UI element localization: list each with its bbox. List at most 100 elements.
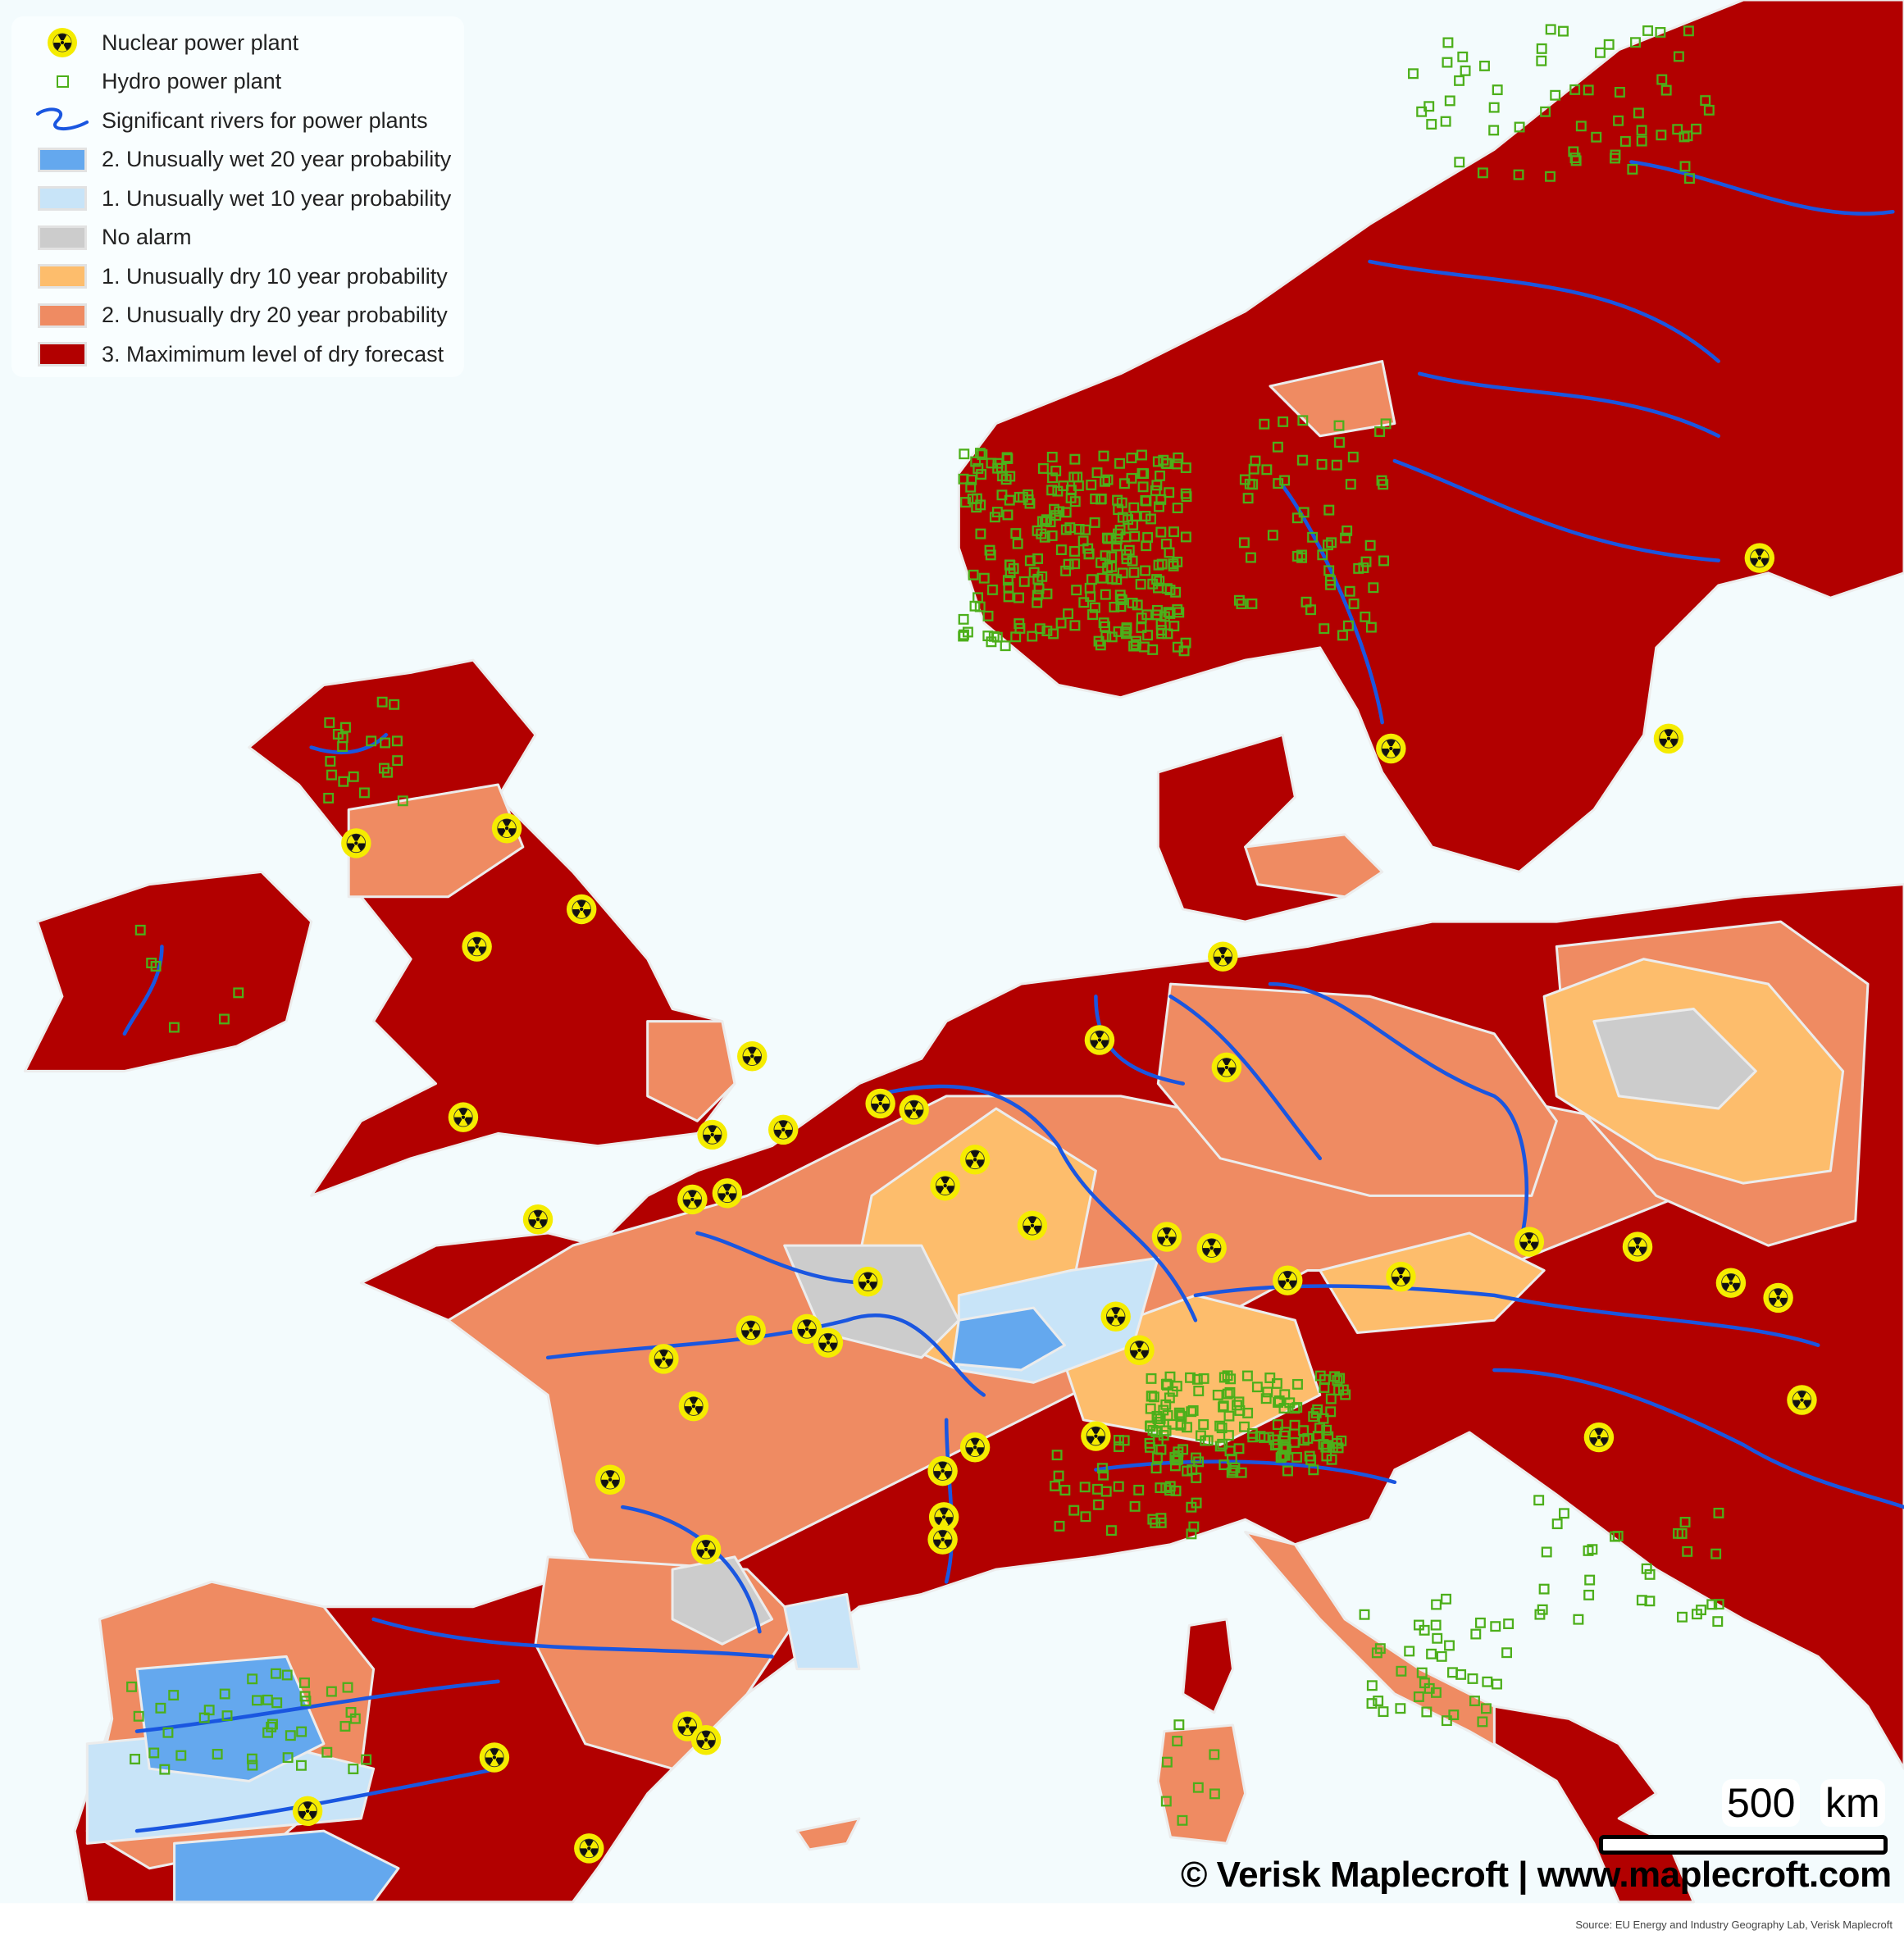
hydro-plant-icon: [1341, 525, 1353, 536]
hydro-plant-icon: [1127, 555, 1138, 567]
hydro-plant-icon: [1105, 1525, 1117, 1536]
hydro-plant-icon: [1141, 609, 1153, 621]
hydro-plant-icon: [1337, 630, 1348, 641]
hydro-plant-icon: [1583, 1589, 1595, 1600]
hydro-plant-icon: [1408, 68, 1419, 80]
hydro-plant-icon: [1584, 1574, 1596, 1586]
nuclear-plant-icon: [899, 1095, 929, 1125]
hydro-plant-icon: [1161, 1756, 1173, 1768]
hydro-plant-icon: [1147, 578, 1159, 590]
hydro-plant-icon: [1136, 612, 1147, 624]
hydro-plant-icon: [1513, 169, 1524, 180]
dry20-uk-north: [347, 783, 525, 899]
hydro-plant-icon: [198, 1712, 210, 1723]
hydro-plant-icon: [1172, 641, 1183, 653]
hydro-plant-icon: [1279, 1389, 1291, 1400]
hydro-plant-icon: [1477, 1716, 1488, 1728]
hydro-plant-icon: [1501, 1647, 1513, 1659]
hydro-plant-icon: [252, 1695, 262, 1706]
hydro-plant-icon: [1641, 1563, 1652, 1574]
hydro-plant-icon: [1003, 581, 1014, 593]
hydro-plant-icon: [1603, 39, 1615, 50]
hydro-plant-icon: [1575, 121, 1587, 132]
hydro-plant-icon: [1331, 459, 1342, 471]
hydro-plant-icon: [1591, 131, 1602, 143]
hydro-plant-icon: [1069, 620, 1081, 631]
river-icon: [28, 106, 97, 135]
hydro-plant-icon: [1013, 491, 1025, 503]
hydro-plant-icon: [1049, 503, 1060, 515]
river: [1368, 259, 1721, 363]
hydro-plant-icon: [1332, 1442, 1344, 1454]
hydro-plant-icon: [1052, 485, 1064, 497]
hydro-plant-icon: [162, 1727, 174, 1738]
hydro-plant-icon: [1677, 1611, 1688, 1623]
hydro-plant-icon: [1322, 1441, 1333, 1453]
hydro-plant-icon: [1140, 565, 1151, 576]
nuclear-plant-icon: [462, 931, 492, 962]
hydro-plant-icon: [1404, 1646, 1415, 1657]
hydro-plant-icon: [1109, 601, 1120, 612]
river: [1268, 981, 1529, 1248]
hydro-plant-icon: [1164, 585, 1176, 596]
nuclear-plant-icon: [1715, 1268, 1747, 1298]
hydro-plant-icon: [1173, 607, 1185, 618]
hydro-plant-icon: [1488, 102, 1500, 113]
hydro-plant-icon: [219, 1688, 230, 1700]
hydro-plant-icon: [1107, 573, 1118, 585]
hydro-plant-icon: [1145, 1403, 1156, 1414]
hydro-plant-icon: [997, 471, 1009, 482]
hydro-plant-icon: [321, 1746, 333, 1758]
hydro-plant-icon: [1086, 574, 1097, 585]
hydro-plant-icon: [1378, 555, 1389, 567]
hydro-plant-icon: [339, 1721, 351, 1732]
hydro-plant-icon: [1135, 579, 1146, 590]
hydro-plant-icon: [1260, 1393, 1272, 1404]
hydro-plant-icon: [1371, 1647, 1382, 1659]
hydro-plant-icon: [1046, 530, 1058, 541]
hydro-plant-icon: [975, 499, 986, 511]
nuclear-plant-icon: [1787, 1385, 1817, 1415]
hydro-plant-icon: [1545, 171, 1556, 182]
hydro-plant-icon: [1278, 1450, 1290, 1461]
hydro-plant-icon: [996, 489, 1008, 501]
hydro-plant-icon: [1180, 531, 1191, 543]
hydro-plant-icon: [266, 1721, 277, 1732]
nuclear-plant-icon: [594, 1464, 626, 1495]
legend-item: Hydro power plant: [11, 64, 281, 100]
hydro-plant-icon: [1155, 526, 1167, 538]
hydro-plant-icon: [1683, 25, 1694, 37]
scale-bar-line: [1599, 1835, 1888, 1855]
hydro-plant-icon: [1115, 594, 1127, 604]
dry20-denmark: [1244, 833, 1384, 899]
river: [371, 1617, 774, 1659]
hydro-plant-icon: [1217, 1438, 1228, 1450]
hydro-plant-icon: [1225, 1373, 1237, 1385]
hydro-plant-icon: [984, 544, 995, 556]
hydro-plant-icon: [1545, 24, 1556, 35]
hydro-plant-icon: [1172, 1736, 1183, 1746]
hydro-plant-icon: [1251, 1382, 1263, 1393]
hydro-plant-icon: [233, 987, 244, 999]
hydro-plant-icon: [1482, 1676, 1493, 1687]
hydro-plant-icon: [1308, 1411, 1319, 1423]
hydro-plant-icon: [968, 569, 979, 580]
hydro-plant-icon: [168, 1690, 180, 1701]
region-scandinavia: [957, 0, 1904, 873]
hydro-plant-icon: [1146, 1373, 1157, 1384]
river: [1492, 1368, 1904, 1509]
hydro-plant-icon: [1173, 1719, 1185, 1731]
hydro-plant-icon: [1193, 1456, 1205, 1468]
hydro-plant-icon: [1469, 1696, 1480, 1707]
hydro-plant-icon: [1551, 1518, 1563, 1530]
hydro-plant-icon: [389, 699, 400, 710]
hydro-plant-icon: [1095, 640, 1106, 651]
hydro-plant-icon: [1136, 449, 1147, 461]
hydro-plant-icon: [1068, 471, 1080, 483]
hydro-plant-icon: [1536, 55, 1547, 66]
nuclear-plant-icon: [1744, 543, 1775, 573]
hydro-plant-icon: [326, 1686, 337, 1697]
hydro-plant-icon: [1573, 1614, 1584, 1625]
river: [122, 945, 164, 1036]
hydro-plant-icon: [1060, 565, 1072, 576]
